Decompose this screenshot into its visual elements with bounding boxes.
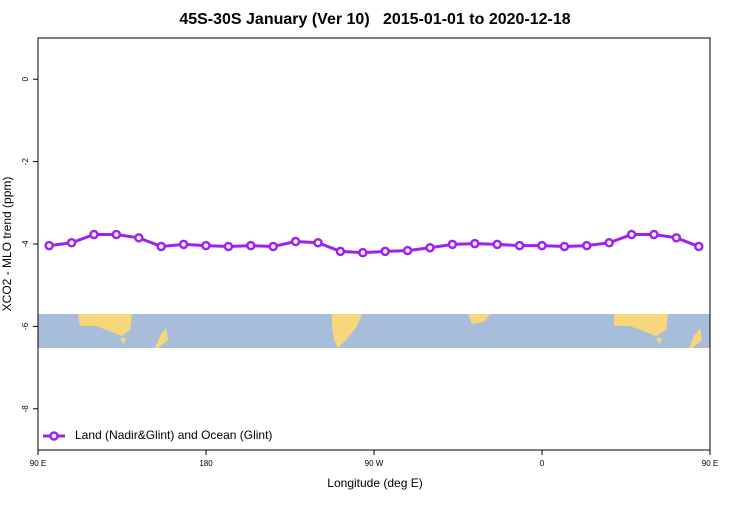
data-point bbox=[313, 238, 323, 248]
data-point bbox=[649, 229, 659, 240]
y-tick-label: 0 bbox=[21, 76, 30, 81]
data-point bbox=[470, 238, 480, 249]
series-line bbox=[49, 233, 700, 255]
data-point bbox=[402, 245, 413, 256]
data-point bbox=[626, 229, 637, 240]
data-point bbox=[671, 233, 682, 243]
data-point bbox=[380, 246, 390, 257]
data-point bbox=[44, 240, 54, 251]
data-point bbox=[223, 241, 234, 252]
data-point bbox=[582, 240, 592, 251]
chart-title: 45S-30S January (Ver 10) 2015-01-01 to 2… bbox=[179, 11, 570, 28]
y-tick-label: -8 bbox=[21, 405, 30, 413]
data-point bbox=[447, 239, 458, 250]
x-axis-label: Longitude (deg E) bbox=[327, 476, 422, 490]
y-tick-label: -4 bbox=[21, 240, 30, 248]
data-point bbox=[514, 240, 525, 251]
data-point bbox=[111, 229, 122, 240]
data-point bbox=[89, 229, 99, 240]
data-point bbox=[134, 233, 144, 243]
legend-label: Land (Nadir&Glint) and Ocean (Glint) bbox=[75, 428, 272, 442]
data-point bbox=[268, 241, 278, 252]
data-point bbox=[290, 236, 301, 247]
legend-marker bbox=[49, 431, 59, 441]
data-point bbox=[559, 241, 570, 252]
x-tick-label: 90 W bbox=[365, 459, 384, 468]
y-tick-label: -6 bbox=[21, 322, 30, 330]
data-point bbox=[156, 241, 166, 252]
map-band bbox=[38, 314, 710, 348]
data-point bbox=[492, 239, 502, 250]
data-point bbox=[201, 240, 211, 251]
x-tick-label: 0 bbox=[540, 459, 545, 468]
x-tick-label: 90 E bbox=[702, 459, 718, 468]
data-point bbox=[358, 247, 368, 258]
data-point bbox=[604, 238, 614, 248]
data-point bbox=[178, 239, 189, 250]
x-tick-label: 90 E bbox=[30, 459, 46, 468]
x-tick-label: 180 bbox=[199, 459, 213, 468]
y-tick-label: -2 bbox=[21, 157, 30, 165]
data-point bbox=[335, 246, 346, 257]
data-point bbox=[66, 238, 77, 248]
y-axis-label: XCO2 - MLO trend (ppm) bbox=[0, 177, 14, 312]
data-point bbox=[425, 242, 435, 253]
data-point bbox=[246, 240, 256, 251]
data-point bbox=[694, 241, 704, 252]
data-point bbox=[537, 240, 547, 251]
